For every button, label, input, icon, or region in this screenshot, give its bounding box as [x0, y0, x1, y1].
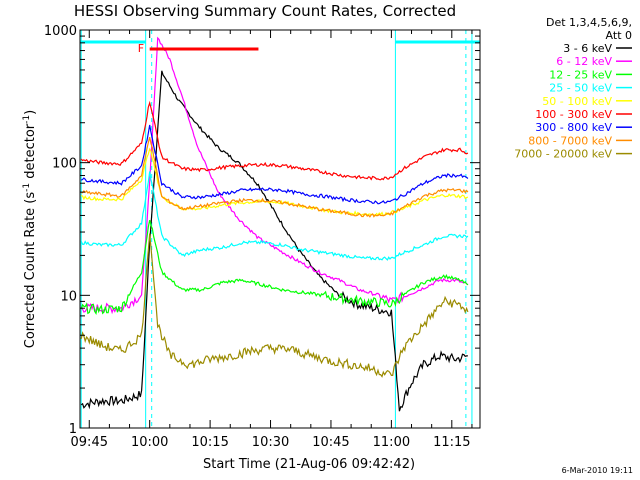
chart-title: HESSI Observing Summary Count Rates, Cor…: [74, 2, 456, 20]
y-axis: 1 10 100 1000: [44, 24, 480, 437]
series-line-9: [80, 233, 469, 378]
legend-label-3: 12 - 25 keV: [549, 68, 612, 81]
y-axis-label-main: Corrected Count Rate (s: [23, 192, 38, 349]
flare-marker: F: [138, 42, 259, 55]
y-axis-label-exponent-1: -1: [22, 183, 32, 192]
x-tick-label: 10:45: [312, 435, 349, 450]
y-axis-label-exponent-2: -1: [22, 115, 32, 124]
x-tick-label: 10:00: [131, 435, 168, 450]
legend-label-9: 7000 - 20000 keV: [514, 148, 612, 161]
x-axis-label: Start Time (21-Aug-06 09:42:42): [203, 457, 415, 472]
legend-header: Det 1,3,4,5,6,9,: [546, 16, 632, 29]
x-axis: 09:45 10:00 10:15 10:30 10:45 11:00 11:15: [71, 30, 473, 450]
y-axis-label-mid: detector: [23, 123, 38, 183]
legend-label-8: 800 - 7000 keV: [528, 134, 612, 147]
x-tick-label: 10:30: [252, 435, 289, 450]
series-line-8: [81, 136, 469, 218]
x-tick-label: 09:45: [71, 435, 108, 450]
series-line-6: [80, 100, 469, 181]
y-tick-label: 1000: [44, 24, 77, 39]
series-line-3: [80, 219, 469, 315]
series-line-5: [80, 147, 469, 217]
series-line-1: [80, 70, 468, 412]
legend-label-1: 3 - 6 keV: [563, 42, 612, 55]
y-tick-label: 10: [60, 289, 77, 304]
plot-frame: [79, 29, 481, 429]
y-axis-label: Corrected Count Rate (s-1 detector-1): [22, 110, 38, 348]
series-lines: [80, 36, 469, 412]
legend-label-7: 300 - 800 keV: [535, 121, 612, 134]
timestamp: 6-Mar-2010 19:11: [562, 466, 633, 475]
y-tick-label: 1: [69, 422, 77, 437]
legend-label-4: 25 - 50 keV: [549, 82, 612, 95]
x-tick-label: 11:00: [373, 435, 410, 450]
legend-label-6: 100 - 300 keV: [535, 108, 612, 121]
legend-header-2: Att 0: [606, 29, 632, 42]
series-line-7: [80, 124, 469, 205]
x-tick-label: 10:15: [191, 435, 228, 450]
series-line-2: [80, 36, 469, 315]
night-boundaries: [80, 30, 473, 428]
legend-label-5: 50 - 100 keV: [542, 95, 612, 108]
y-axis-label-end: ): [23, 110, 38, 115]
series-line-4: [80, 171, 469, 261]
x-tick-label: 11:15: [433, 435, 470, 450]
y-tick-label: 100: [52, 157, 77, 172]
flare-marker-label: F: [138, 42, 144, 55]
legend-label-2: 6 - 12 keV: [556, 55, 612, 68]
